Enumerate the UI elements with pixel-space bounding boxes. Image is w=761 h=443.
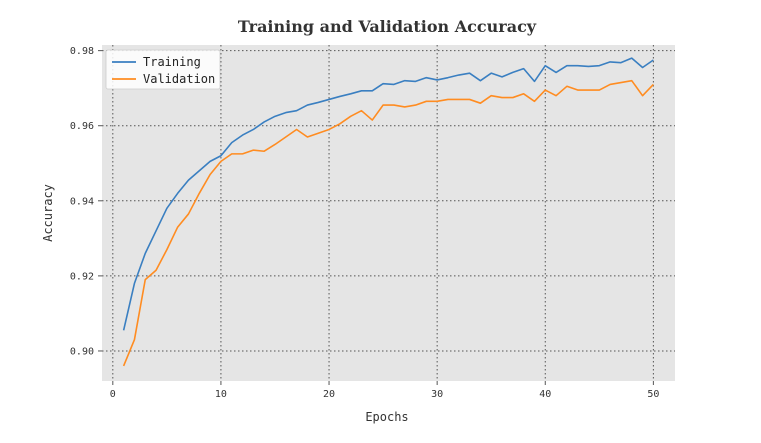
x-tick-label: 40 xyxy=(539,389,551,400)
y-tick-label: 0.94 xyxy=(70,196,94,207)
x-tick-label: 10 xyxy=(215,389,227,400)
series-lines xyxy=(122,57,654,367)
plot-area xyxy=(102,45,675,381)
y-axis-ticks: 0.90 0.92 0.94 0.96 0.98 xyxy=(70,46,102,357)
x-tick-label: 0 xyxy=(110,389,116,400)
x-tick-label: 30 xyxy=(431,389,443,400)
chart-title: Training and Validation Accuracy xyxy=(238,17,537,36)
series-line-training xyxy=(122,57,654,331)
y-tick-label: 0.96 xyxy=(70,121,94,132)
x-tick-label: 20 xyxy=(323,389,335,400)
x-tick-label: 50 xyxy=(647,389,659,400)
y-axis-label: Accuracy xyxy=(41,184,55,242)
grid-lines xyxy=(102,45,675,381)
legend-label-training: Training xyxy=(143,55,201,69)
legend: Training Validation xyxy=(105,49,221,90)
y-tick-label: 0.98 xyxy=(70,46,94,57)
y-tick-label: 0.90 xyxy=(70,346,94,357)
x-axis-ticks: 0 10 20 30 40 50 xyxy=(110,381,659,400)
x-axis-label: Epochs xyxy=(365,410,408,424)
legend-label-validation: Validation xyxy=(143,72,215,86)
series-line-validation xyxy=(122,79,654,367)
y-tick-label: 0.92 xyxy=(70,271,94,282)
